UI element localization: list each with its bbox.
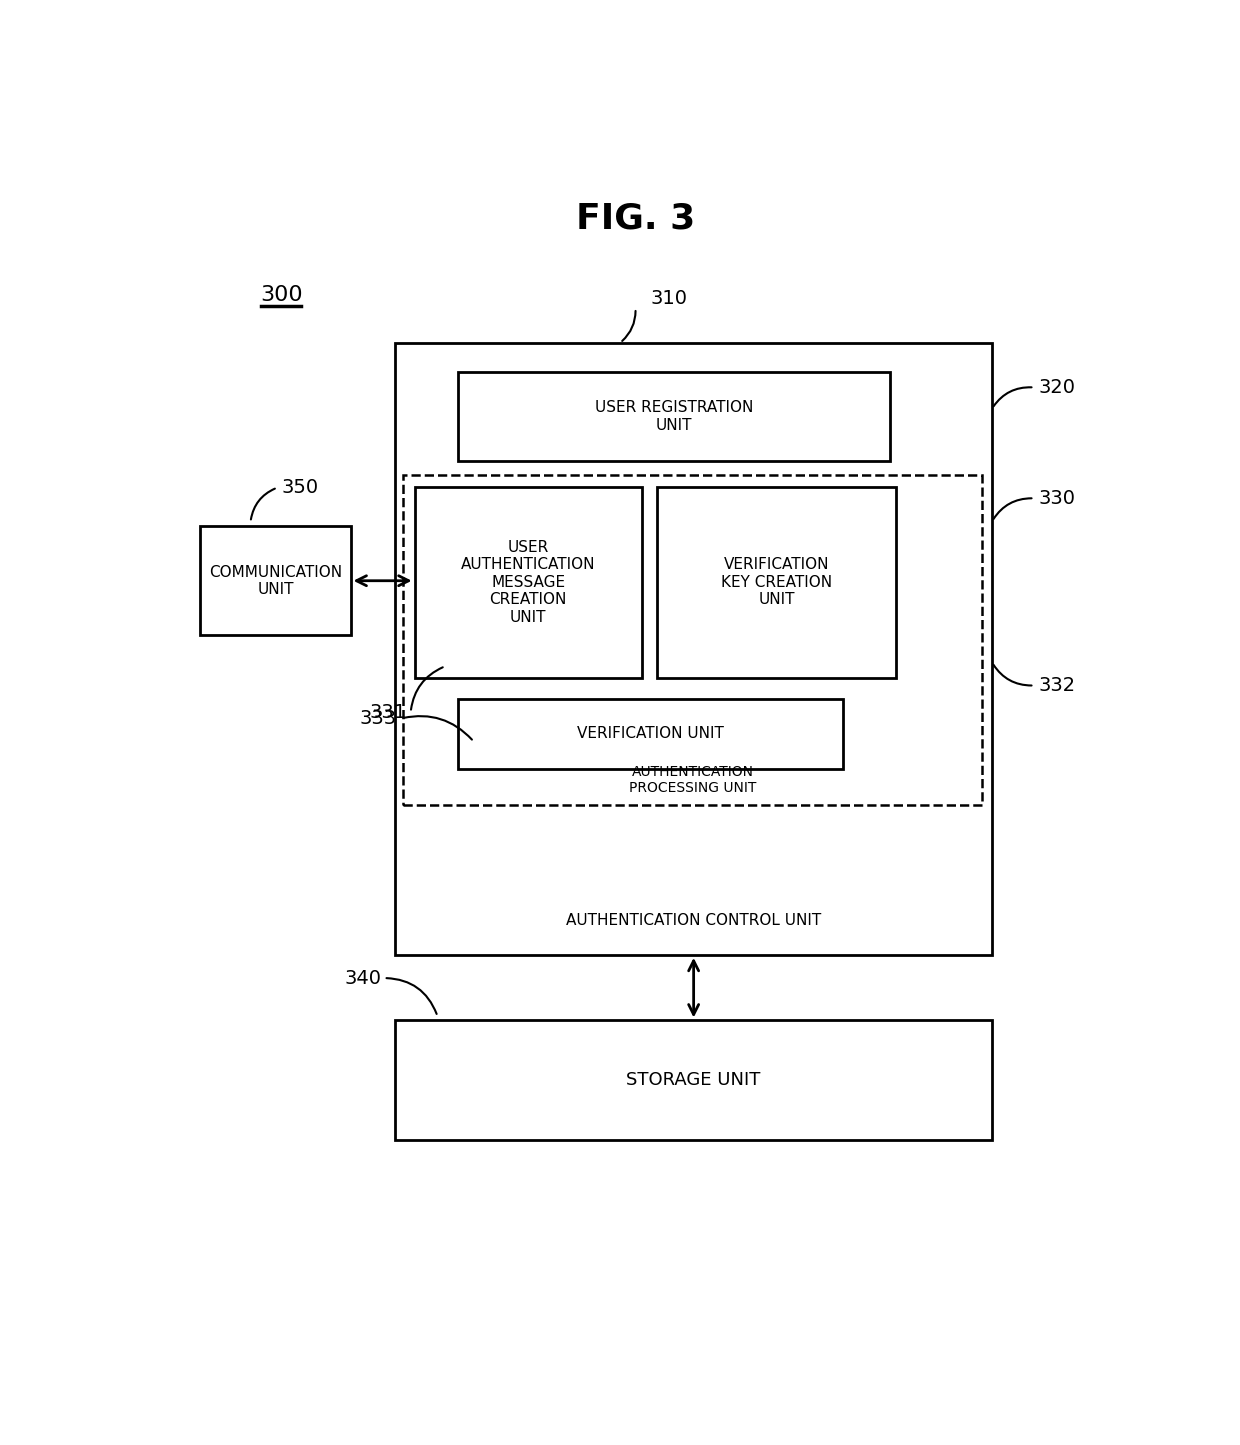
Bar [459, 698, 843, 769]
Bar [201, 526, 351, 636]
Text: USER REGISTRATION
UNIT: USER REGISTRATION UNIT [595, 400, 753, 432]
Text: 330: 330 [1038, 488, 1075, 507]
Text: COMMUNICATION
UNIT: COMMUNICATION UNIT [210, 565, 342, 597]
Text: VERIFICATION UNIT: VERIFICATION UNIT [578, 727, 724, 741]
Text: AUTHENTICATION
PROCESSING UNIT: AUTHENTICATION PROCESSING UNIT [629, 764, 756, 795]
Bar [396, 342, 992, 955]
Text: FIG. 3: FIG. 3 [575, 201, 696, 236]
Bar [396, 1020, 992, 1140]
Bar [459, 371, 889, 461]
Text: 320: 320 [1038, 379, 1075, 397]
Text: 300: 300 [260, 285, 303, 305]
Text: 340: 340 [345, 968, 382, 987]
Bar [657, 487, 895, 678]
Bar [414, 487, 641, 678]
Bar [403, 475, 982, 805]
Text: AUTHENTICATION CONTROL UNIT: AUTHENTICATION CONTROL UNIT [565, 913, 821, 928]
Text: 332: 332 [1038, 676, 1075, 695]
Text: STORAGE UNIT: STORAGE UNIT [626, 1071, 761, 1090]
Text: 350: 350 [281, 478, 319, 497]
Text: 310: 310 [651, 289, 688, 308]
Text: VERIFICATION
KEY CREATION
UNIT: VERIFICATION KEY CREATION UNIT [720, 558, 832, 607]
Text: 333: 333 [360, 709, 397, 728]
Text: 331: 331 [370, 702, 407, 722]
Text: USER
AUTHENTICATION
MESSAGE
CREATION
UNIT: USER AUTHENTICATION MESSAGE CREATION UNI… [461, 540, 595, 624]
